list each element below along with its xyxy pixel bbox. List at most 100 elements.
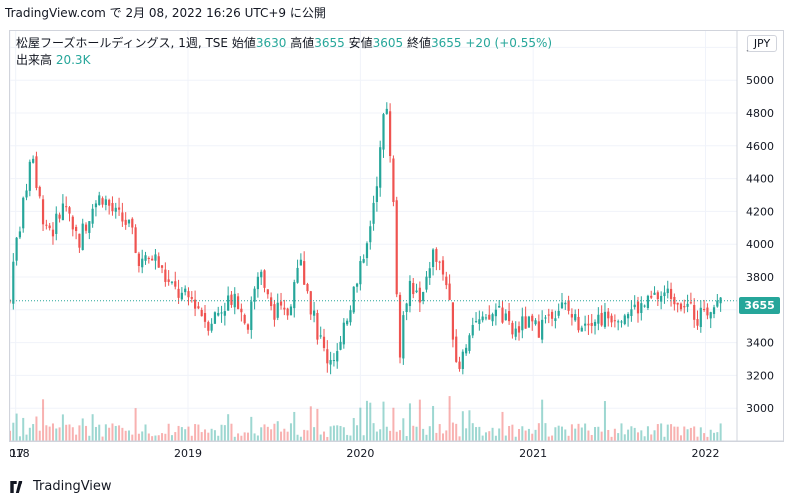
- volume-bar: [630, 426, 633, 441]
- low-label: 安値: [348, 36, 373, 50]
- candle-body: [147, 257, 150, 259]
- candle-body: [405, 303, 408, 313]
- candle-body: [256, 276, 259, 290]
- volume-bar: [144, 424, 147, 441]
- volume-bar: [554, 427, 557, 441]
- candle-body: [127, 219, 131, 224]
- volume-bar: [438, 424, 441, 441]
- volume-bar: [646, 426, 649, 441]
- volume-bar: [256, 435, 259, 441]
- candle-body: [550, 311, 554, 319]
- volume-bar: [484, 432, 487, 441]
- volume-bar: [706, 436, 709, 441]
- candle-body: [369, 226, 372, 243]
- price-tick-label: 4000: [746, 238, 774, 251]
- candle-body: [286, 308, 289, 316]
- candle-body: [547, 314, 550, 316]
- volume-bar: [32, 424, 35, 441]
- volume-bar: [498, 428, 501, 441]
- volume-bar: [560, 426, 563, 441]
- candle-body: [471, 324, 474, 336]
- candle-body: [227, 295, 230, 311]
- candle-body: [660, 295, 663, 302]
- candle-body: [712, 307, 716, 315]
- volume-bar: [200, 432, 203, 441]
- volume-bar: [676, 426, 679, 441]
- candle-body: [630, 309, 633, 317]
- candle-body: [527, 316, 531, 328]
- volume-bar: [551, 435, 554, 441]
- volume-bar: [187, 426, 190, 441]
- candle-body: [603, 311, 607, 327]
- candle-body: [514, 328, 517, 337]
- candle-body: [491, 314, 494, 322]
- candle-body: [137, 253, 141, 266]
- candle-body: [187, 291, 190, 298]
- candlesticks: [10, 102, 722, 375]
- currency-button[interactable]: JPY: [747, 35, 777, 52]
- candle-body: [626, 314, 630, 319]
- candle-body: [41, 199, 45, 225]
- candle-body: [213, 312, 217, 324]
- volume-value: 20.3K: [55, 53, 91, 67]
- volume-bar: [260, 427, 263, 441]
- candle-body: [273, 304, 276, 320]
- volume-bar: [468, 410, 471, 441]
- candle-body: [372, 202, 375, 224]
- candle-body: [260, 271, 263, 278]
- candle-body: [448, 283, 451, 300]
- candle-body: [564, 302, 567, 305]
- volume-bar: [108, 427, 111, 441]
- volume-bar: [557, 425, 560, 441]
- volume-bar: [94, 426, 97, 441]
- volume-bar: [445, 430, 448, 441]
- time-axis: 172018 2019 2020 2021 2022: [10, 447, 720, 460]
- candle-body: [339, 341, 342, 350]
- candle-body: [164, 269, 167, 282]
- candle-body: [117, 207, 121, 210]
- price-chart[interactable]: 3000320034003600380040004200440046004800…: [10, 31, 783, 461]
- legend-volume: 出来高 20.3K: [16, 51, 90, 68]
- volume-bar: [408, 403, 411, 441]
- volume-bar: [81, 418, 84, 441]
- volume-bar: [45, 425, 48, 441]
- volume-bar: [448, 396, 451, 441]
- candle-body: [498, 305, 501, 308]
- volume-bar: [283, 428, 286, 441]
- candle-body: [517, 326, 521, 333]
- candle-body: [246, 324, 250, 330]
- candle-body: [412, 282, 415, 295]
- candle-body: [293, 282, 296, 309]
- volume-bar: [683, 426, 686, 441]
- candle-body: [504, 313, 507, 321]
- volume-bar: [564, 429, 567, 441]
- candle-body: [385, 108, 388, 114]
- volume-bar: [220, 424, 223, 441]
- volume-bar: [12, 422, 15, 441]
- volume-bar: [518, 428, 521, 441]
- candle-body: [276, 302, 279, 318]
- volume-bar: [458, 436, 461, 441]
- candle-body: [98, 195, 101, 205]
- volume-bar: [42, 399, 45, 441]
- candle-body: [200, 309, 203, 317]
- symbol-title: 松屋フーズホールディングス, 1週, TSE: [16, 36, 228, 50]
- candle-body: [326, 349, 329, 364]
- candle-body: [716, 300, 719, 307]
- candle-body: [18, 231, 22, 238]
- volume-bar: [432, 405, 435, 441]
- candle-body: [190, 297, 193, 299]
- price-tick-label: 4800: [746, 107, 774, 120]
- candle-body: [349, 310, 352, 323]
- volume-bar: [118, 425, 121, 441]
- volume-bar: [461, 411, 464, 441]
- candle-body: [309, 291, 312, 315]
- volume-bar: [441, 433, 444, 441]
- candle-body: [38, 186, 41, 197]
- candle-body: [508, 311, 511, 322]
- price-tick-label: 4600: [746, 140, 774, 153]
- volume-bar: [141, 431, 144, 441]
- candle-body: [428, 268, 431, 278]
- candle-body: [567, 300, 570, 311]
- volume-bar: [494, 435, 497, 441]
